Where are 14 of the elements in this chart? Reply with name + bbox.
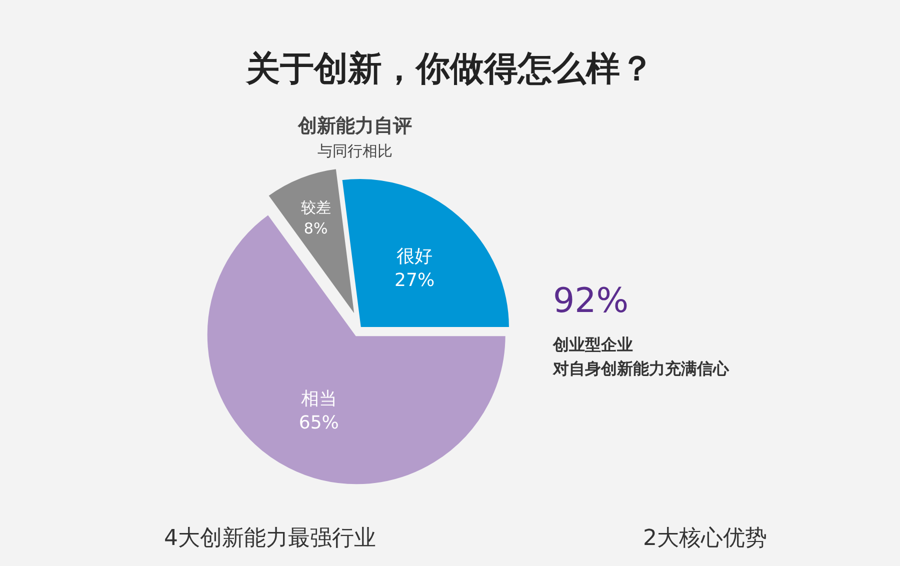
chart-title: 关于创新，你做得怎么样？ (245, 49, 654, 89)
text: 2大核心优势 (643, 526, 767, 551)
data-label: 27% (394, 270, 435, 292)
data-label: 8% (304, 219, 328, 238)
slice-label: 很好 (396, 246, 433, 268)
data-label: 65% (298, 412, 339, 434)
chart-subtitle: 创新能力自评 (297, 115, 412, 137)
text: 与同行相比 (318, 142, 392, 160)
text: 4大创新能力最强行业 (164, 526, 376, 551)
slice-label: 较差 (300, 198, 331, 216)
text: 创业型企业 (552, 335, 633, 354)
text: 对自身创新能力充满信心 (552, 359, 730, 378)
text: 92% (553, 281, 629, 321)
slice-label: 相当 (300, 388, 337, 410)
